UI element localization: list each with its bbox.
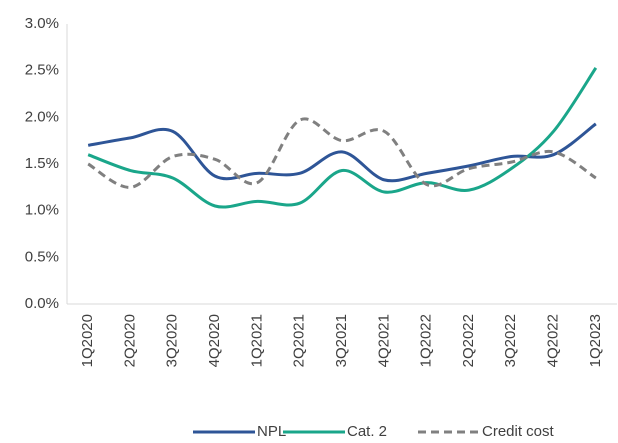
x-tick-label: 1Q2020 [79, 314, 96, 367]
x-tick-label: 4Q2022 [545, 314, 562, 367]
x-tick-label: 4Q2021 [375, 314, 392, 367]
legend-label: NPL [257, 423, 286, 440]
line [87, 122, 597, 183]
x-tick-label: 4Q2020 [206, 314, 223, 367]
x-tick-label: 3Q2020 [164, 314, 181, 367]
line [87, 117, 597, 189]
y-tick-label: 2.5% [25, 62, 59, 79]
x-tick-label: 2Q2022 [460, 314, 477, 367]
x-tick-label: 1Q2022 [418, 314, 435, 367]
x-tick-label: 1Q2023 [587, 314, 604, 367]
y-tick-label: 0.0% [25, 295, 59, 312]
x-tick-label: 3Q2021 [333, 314, 350, 367]
y-tick-label: 1.0% [25, 202, 59, 219]
x-tick-label: 2Q2020 [121, 314, 138, 367]
y-tick-label: 3.0% [25, 15, 59, 32]
x-tick-label: 2Q2021 [291, 314, 308, 367]
legend-label: Credit cost [482, 423, 555, 440]
y-tick-label: 2.0% [25, 108, 59, 125]
line [87, 67, 598, 209]
x-tick-label: 3Q2022 [502, 314, 519, 367]
y-tick-label: 0.5% [25, 248, 59, 265]
legend-label: Cat. 2 [347, 423, 387, 440]
y-tick-label: 1.5% [25, 155, 59, 172]
x-tick-label: 1Q2021 [248, 314, 265, 367]
